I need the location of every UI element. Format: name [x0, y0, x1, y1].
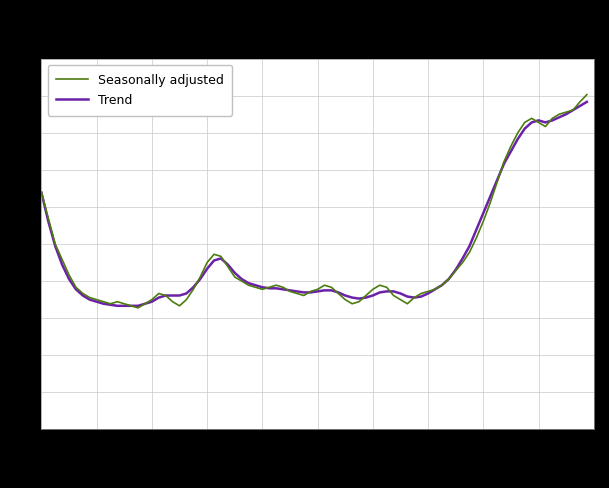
Seasonally adjusted	[135, 305, 142, 311]
Seasonally adjusted	[528, 115, 535, 121]
Line: Trend: Trend	[41, 102, 587, 306]
Seasonally adjusted	[583, 92, 591, 98]
Seasonally adjusted	[369, 286, 376, 292]
Line: Seasonally adjusted: Seasonally adjusted	[41, 95, 587, 308]
Trend	[114, 303, 121, 309]
Trend	[376, 289, 384, 295]
Seasonally adjusted	[376, 282, 384, 288]
Seasonally adjusted	[286, 288, 294, 294]
Seasonally adjusted	[418, 290, 425, 296]
Trend	[38, 189, 45, 195]
Trend	[369, 293, 376, 299]
Trend	[397, 290, 404, 296]
Seasonally adjusted	[397, 297, 404, 303]
Trend	[418, 294, 425, 300]
Trend	[528, 120, 535, 125]
Seasonally adjusted	[38, 189, 45, 195]
Trend	[286, 287, 294, 293]
Legend: Seasonally adjusted, Trend: Seasonally adjusted, Trend	[48, 65, 232, 116]
Trend	[583, 99, 591, 105]
